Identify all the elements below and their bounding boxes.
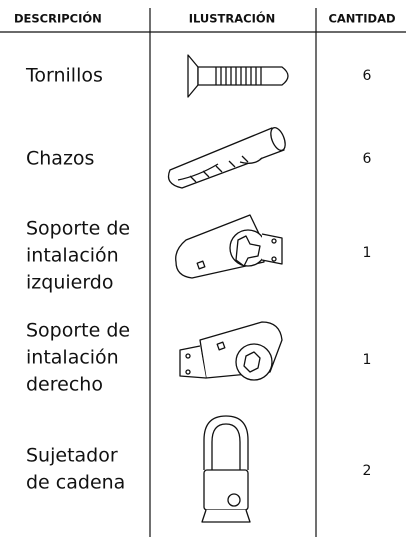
anchor-illustration — [167, 126, 286, 189]
right-bracket-illustration — [179, 321, 283, 381]
description: de cadena — [26, 472, 125, 494]
quantity: 1 — [363, 245, 372, 261]
description: derecho — [26, 374, 103, 396]
description: intalación — [26, 245, 119, 267]
header-cell: DESCRIPCIÓN — [14, 11, 102, 26]
quantity: 6 — [363, 68, 372, 84]
description: Soporte de — [26, 218, 130, 240]
quantity: 6 — [363, 151, 372, 167]
quantity: 2 — [363, 463, 372, 479]
description: Sujetador — [26, 445, 118, 467]
description: Chazos — [26, 148, 94, 170]
screw-illustration — [187, 54, 289, 98]
header-cell: CANTIDAD — [328, 12, 395, 26]
chain-holder-illustration — [201, 415, 251, 523]
description: Tornillos — [25, 65, 103, 87]
description: izquierdo — [26, 272, 114, 294]
description: Soporte de — [26, 320, 130, 342]
quantity: 1 — [363, 352, 372, 368]
header-cell: ILUSTRACIÓN — [189, 11, 276, 26]
description: intalación — [26, 347, 119, 369]
left-bracket-illustration — [175, 214, 283, 279]
